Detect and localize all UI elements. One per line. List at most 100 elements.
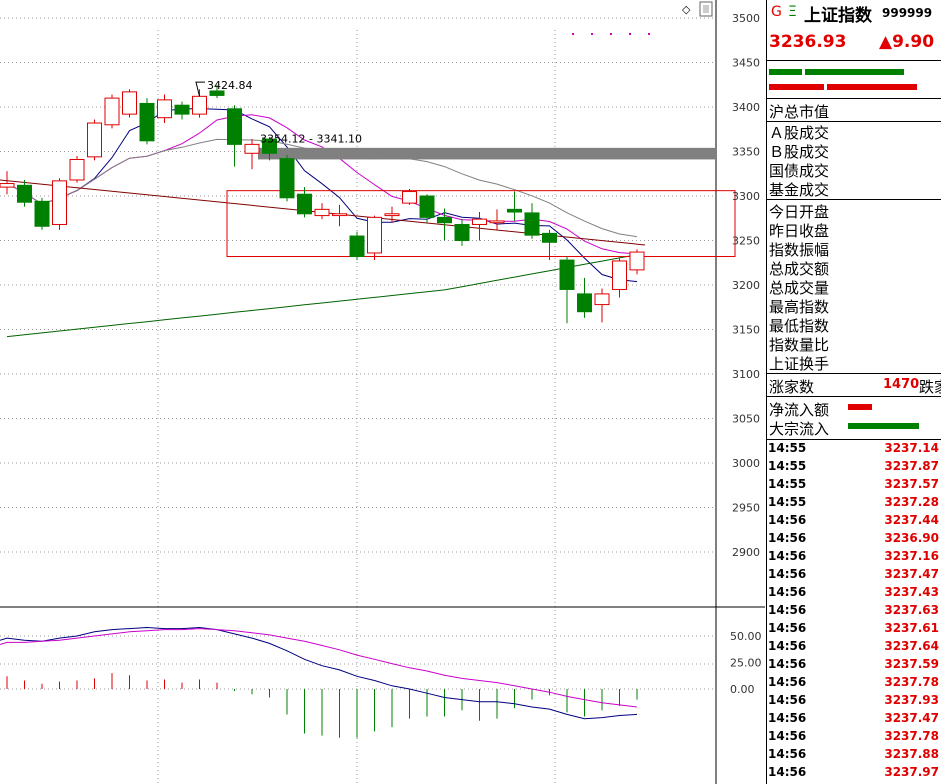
- tick-row[interactable]: 14:56 3237.61: [766, 621, 941, 639]
- tick-row[interactable]: 14:55 3237.28: [766, 495, 941, 513]
- price-tick-label: 3250: [732, 235, 760, 248]
- tick-value: 3237.47: [884, 567, 939, 581]
- candle: [34, 197, 50, 230]
- tick-time: 14:56: [768, 639, 807, 653]
- candle: [104, 94, 120, 129]
- stat-label: 最高指数: [769, 298, 830, 316]
- chart-annotations: 3424.84 3354.12 - 3341.10: [195, 79, 362, 146]
- tick-row[interactable]: 14:56 3237.63: [766, 603, 941, 621]
- tick-time: 14:55: [768, 477, 807, 491]
- tick-row[interactable]: 14:55 3237.87: [766, 459, 941, 477]
- tick-row[interactable]: 14:56 3237.88: [766, 747, 941, 765]
- tick-row[interactable]: 14:56 3237.64: [766, 639, 941, 657]
- candle: [297, 187, 312, 218]
- stat-label: 指数振幅: [769, 241, 830, 259]
- tick-value: 3237.88: [884, 747, 939, 761]
- tick-value: 3237.78: [884, 675, 939, 689]
- stat-label: 最低指数: [769, 317, 830, 335]
- e-icon[interactable]: Ξ: [788, 4, 797, 20]
- tick-time: 14:56: [768, 729, 807, 743]
- decliners-label: 跌家: [919, 378, 941, 396]
- kline-chart[interactable]: 3500 3450 3400 3350 3300 3250 3200 3150 3100 3050…: [0, 0, 765, 784]
- price-tick-label: 3500: [732, 12, 760, 25]
- turnover-label: Ｂ股成交: [769, 143, 830, 161]
- tick-time: 14:55: [768, 459, 807, 473]
- block-inflow-bar: [848, 423, 919, 429]
- tick-row[interactable]: 14:56 3237.47: [766, 567, 941, 585]
- tick-value: 3237.87: [884, 459, 939, 473]
- tick-row[interactable]: 14:56 3237.97: [766, 765, 941, 783]
- price-change: ▲9.90: [879, 32, 935, 52]
- tick-time: 14:56: [768, 621, 807, 635]
- block-inflow-label: 大宗流入: [769, 420, 830, 438]
- resistance-band: [258, 147, 716, 160]
- stat-label: 上证换手: [769, 355, 830, 373]
- tick-row[interactable]: 14:56 3237.59: [766, 657, 941, 675]
- tick-value: 3237.28: [884, 495, 939, 509]
- tick-time: 14:56: [768, 657, 807, 671]
- price-tick-label: 3100: [732, 368, 760, 381]
- candle: [524, 203, 540, 239]
- turnover-label: 国债成交: [769, 162, 830, 180]
- tick-time: 14:56: [768, 549, 807, 563]
- candle: [139, 98, 155, 145]
- tick-value: 3237.44: [884, 513, 939, 527]
- tick-time: 14:56: [768, 603, 807, 617]
- buy-volume-bar: [769, 84, 824, 90]
- quote-panel: G Ξ 上证指数 999999 3236.93 ▲9.90 沪总市值 Ａ股成交 Ｂ…: [766, 0, 941, 784]
- stat-label: 指数量比: [769, 336, 830, 354]
- tick-row[interactable]: 14:56 3236.90: [766, 531, 941, 549]
- stat-label: 昨日收盘: [769, 222, 830, 240]
- turnover-label: Ａ股成交: [769, 124, 830, 142]
- candle: [69, 155, 85, 183]
- candle: [279, 155, 295, 202]
- advancers-label: 涨家数: [769, 378, 815, 396]
- tick-row[interactable]: 14:55 3237.14: [766, 441, 941, 459]
- g-icon[interactable]: G: [771, 4, 782, 20]
- tick-value: 3237.93: [884, 693, 939, 707]
- candle: [559, 256, 575, 324]
- sell-volume-bar-2: [805, 69, 904, 75]
- candle: [244, 139, 260, 170]
- tick-row[interactable]: 14:55 3237.57: [766, 477, 941, 495]
- tick-time: 14:56: [768, 585, 807, 599]
- tick-row[interactable]: 14:56 3237.93: [766, 693, 941, 711]
- stat-label: 今日开盘: [769, 203, 830, 221]
- candle: [262, 137, 277, 161]
- price-tick-label: 3450: [732, 57, 760, 70]
- dea-line: [0, 628, 638, 708]
- diamond-icon[interactable]: ◇: [682, 3, 691, 16]
- tick-time: 14:56: [768, 747, 807, 761]
- candlesticks: [0, 84, 645, 324]
- tick-row[interactable]: 14:56 3237.16: [766, 549, 941, 567]
- price-tick-label: 2900: [732, 546, 760, 559]
- tick-value: 3237.47: [884, 711, 939, 725]
- index-code: 999999: [882, 6, 933, 20]
- advancers-value: 1470: [883, 377, 920, 392]
- price-tick-label: 3400: [732, 101, 760, 114]
- candle: [87, 119, 102, 161]
- tick-time: 14:56: [768, 675, 807, 689]
- tick-row[interactable]: 14:56 3237.43: [766, 585, 941, 603]
- indicator-tick-label: 0.00: [730, 683, 755, 696]
- indicator-tick-label: 25.00: [730, 657, 762, 670]
- market-cap-label: 沪总市值: [769, 103, 830, 121]
- tick-row[interactable]: 14:56 3237.44: [766, 513, 941, 531]
- candle: [437, 208, 452, 241]
- price-tick-label: 3150: [732, 324, 760, 337]
- buy-volume-bar-2: [827, 84, 917, 90]
- tick-value: 3237.59: [884, 657, 939, 671]
- chart-top-icons[interactable]: ◇: [682, 1, 713, 17]
- candle: [472, 212, 487, 241]
- tick-row[interactable]: 14:56 3237.47: [766, 711, 941, 729]
- tick-time: 14:55: [768, 441, 807, 455]
- macd-indicator: [0, 626, 638, 738]
- tick-row[interactable]: 14:56 3237.78: [766, 729, 941, 747]
- price-tick-label: 3200: [732, 279, 760, 292]
- candle: [577, 277, 592, 318]
- tick-row[interactable]: 14:56 3237.78: [766, 675, 941, 693]
- index-name: 上证指数: [804, 6, 872, 26]
- tick-time: 14:56: [768, 567, 807, 581]
- candle: [332, 204, 347, 227]
- turnover-label: 基金成交: [769, 181, 830, 199]
